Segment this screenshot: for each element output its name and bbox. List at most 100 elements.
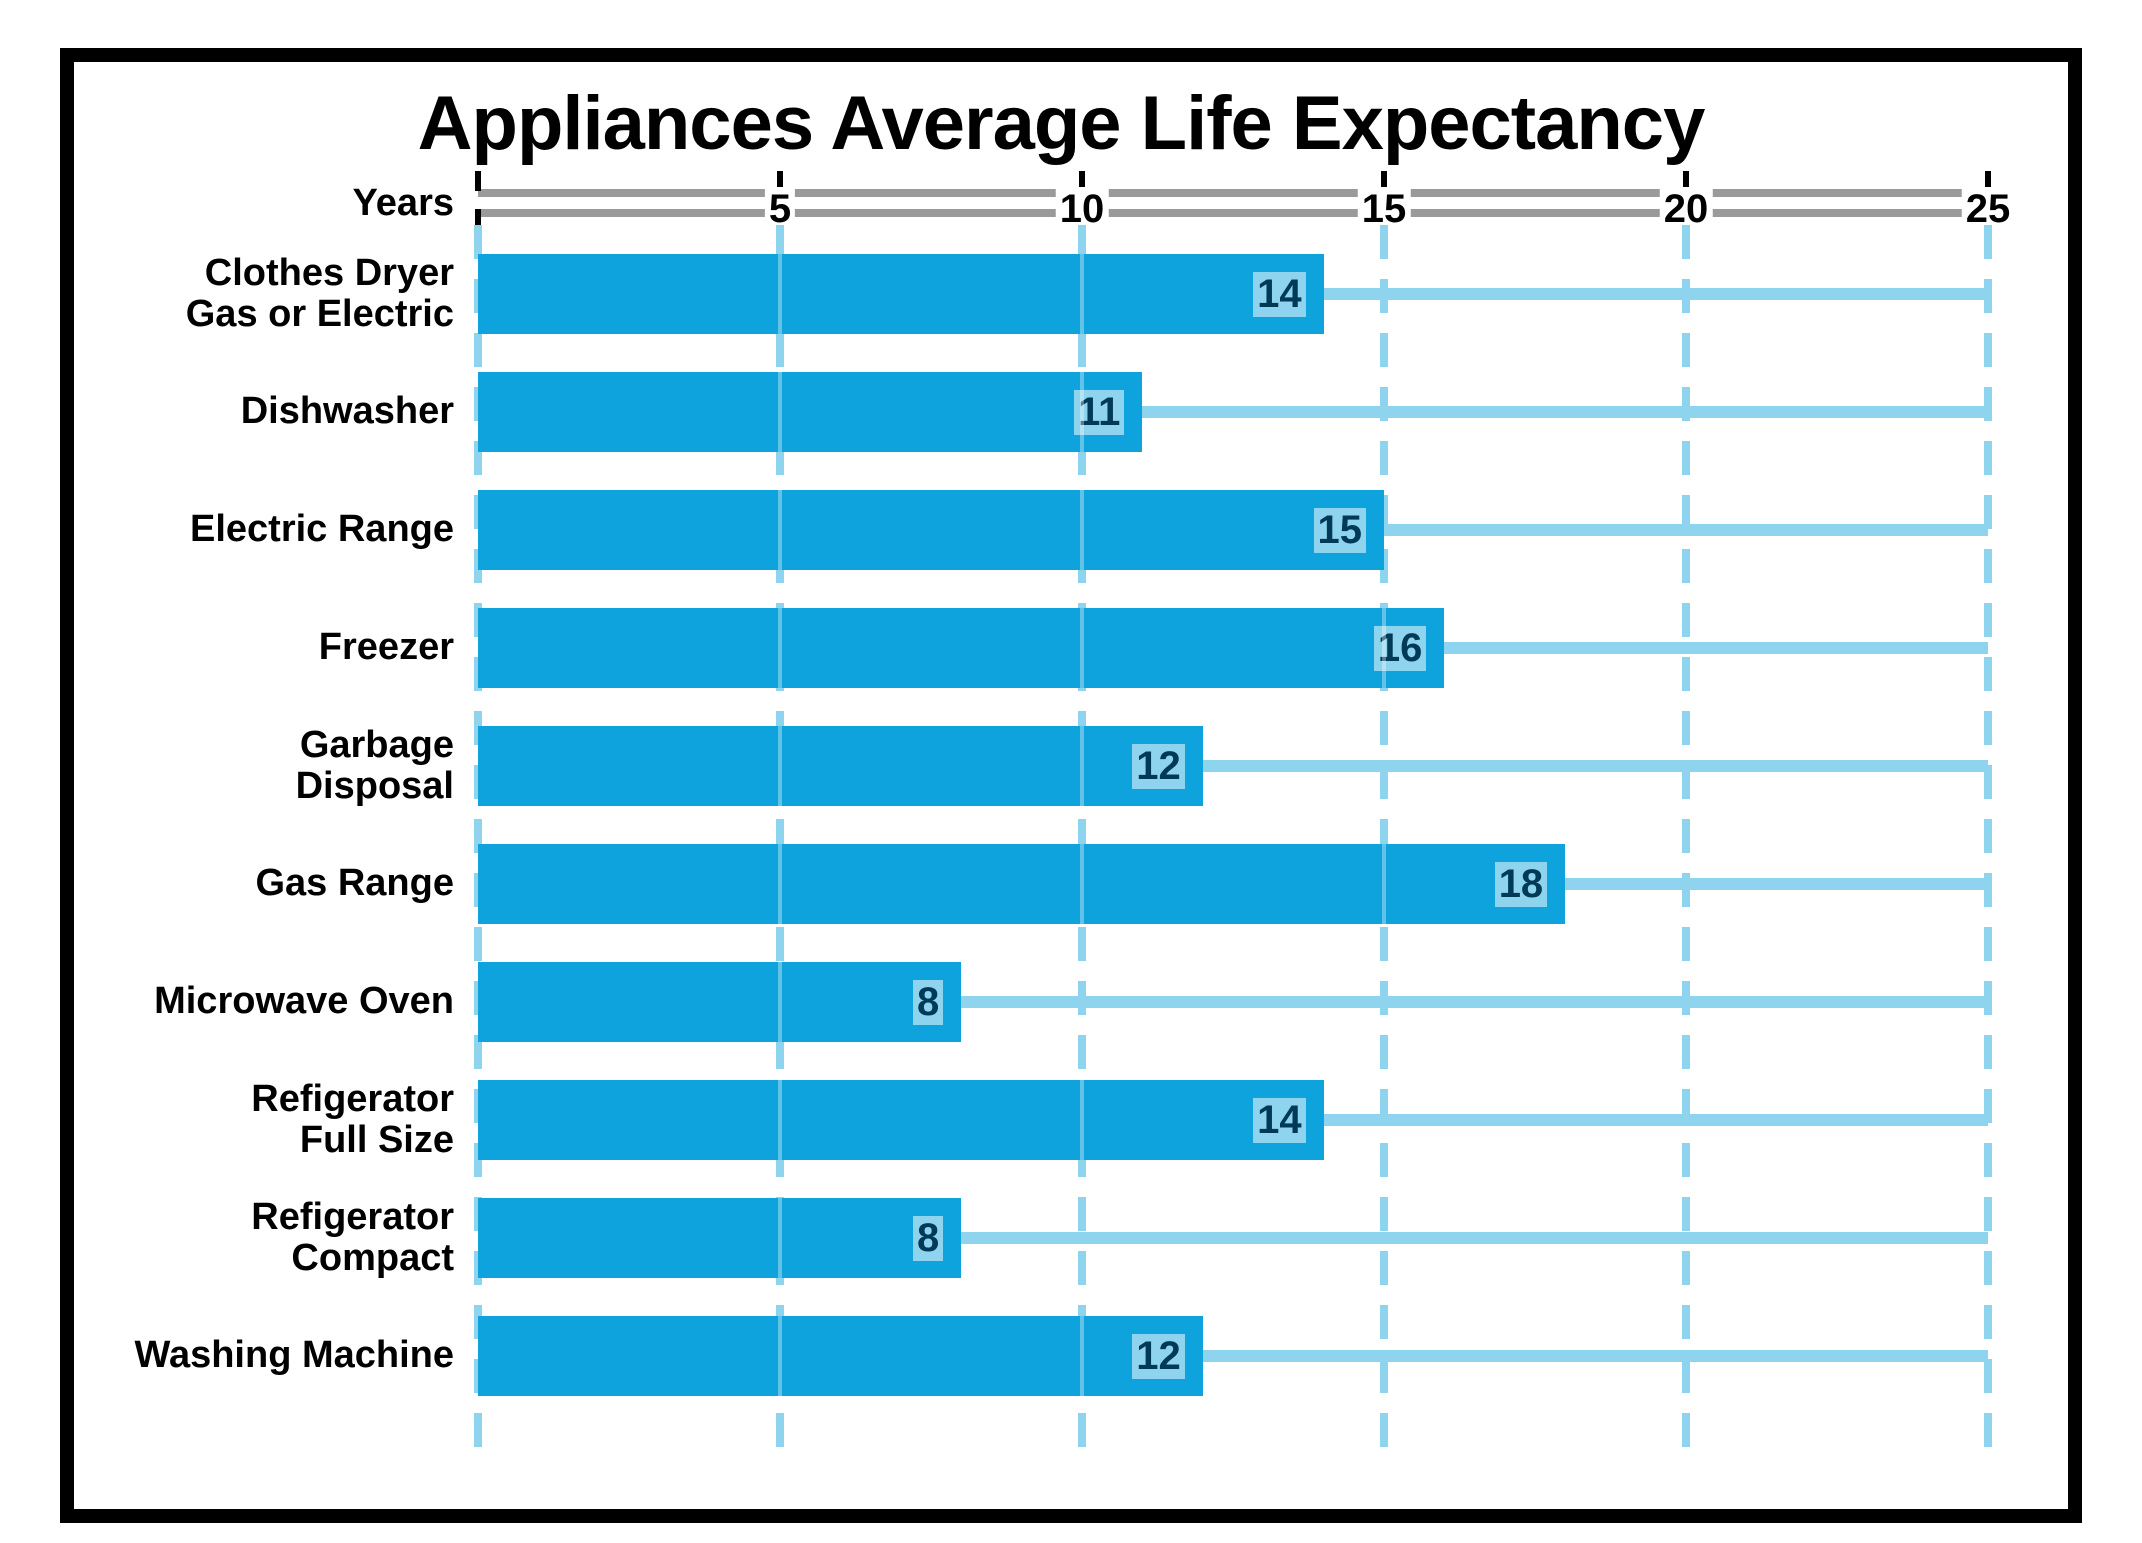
x-tick: 25 bbox=[1985, 171, 1991, 235]
category-label-line1: Garbage Disposal bbox=[296, 724, 454, 807]
bar-value: 14 bbox=[1253, 272, 1306, 317]
category-label-line1: Washing Machine bbox=[134, 1334, 454, 1376]
bar-value: 8 bbox=[913, 980, 943, 1025]
bar-value: 12 bbox=[1132, 1334, 1185, 1379]
category-label: Gas Range bbox=[134, 863, 478, 904]
category-label: Washing Machine bbox=[134, 1335, 478, 1376]
category-label-line1: Gas Range bbox=[255, 862, 454, 904]
bar-inner-gridline bbox=[1382, 844, 1386, 924]
bar: 8 bbox=[478, 1198, 961, 1278]
bar: 15 bbox=[478, 490, 1384, 570]
bar-inner-gridline bbox=[778, 254, 782, 334]
category-label-line1: Microwave Oven bbox=[154, 980, 454, 1022]
tick-label: 5 bbox=[765, 187, 795, 232]
bar-inner-gridline bbox=[778, 1080, 782, 1160]
category-label: RefigeratorCompact bbox=[134, 1197, 478, 1279]
category-label-line1: Dishwasher bbox=[241, 390, 454, 432]
category-label-line2: Compact bbox=[134, 1238, 454, 1279]
bar-cell: 8 bbox=[478, 962, 1988, 1042]
bar-inner-gridline bbox=[778, 726, 782, 806]
bar-cell: 15 bbox=[478, 490, 1988, 570]
bar-row: Washing Machine 12 bbox=[134, 1297, 1988, 1415]
x-axis-label: Years bbox=[134, 182, 478, 225]
bar-inner-gridline bbox=[1080, 1316, 1084, 1396]
category-label: Freezer bbox=[134, 627, 478, 668]
tick-label: 10 bbox=[1056, 187, 1109, 232]
bar-inner-gridline bbox=[1080, 254, 1084, 334]
bar-inner-gridline bbox=[1080, 726, 1084, 806]
bar-inner-gridline bbox=[1080, 608, 1084, 688]
bar: 14 bbox=[478, 254, 1324, 334]
category-label: Dishwasher bbox=[134, 391, 478, 432]
bar-row: Microwave Oven 8 bbox=[134, 943, 1988, 1061]
tick-mark bbox=[475, 171, 481, 191]
bar-inner-gridline bbox=[778, 1198, 782, 1278]
bar-cell: 14 bbox=[478, 1080, 1988, 1160]
tick-label: 15 bbox=[1358, 187, 1411, 232]
x-axis-scale: 5 10 15 20 25 bbox=[478, 171, 1988, 235]
bar-value: 8 bbox=[913, 1216, 943, 1261]
bar-cell: 12 bbox=[478, 726, 1988, 806]
bar-cell: 16 bbox=[478, 608, 1988, 688]
bar-row: Dishwasher 11 bbox=[134, 353, 1988, 471]
category-label-line2: Gas or Electric bbox=[134, 294, 454, 335]
bar-row: Gas Range 18 bbox=[134, 825, 1988, 943]
bar-value: 15 bbox=[1314, 508, 1367, 553]
x-tick: 10 bbox=[1079, 171, 1085, 235]
category-label-line1: Electric Range bbox=[190, 508, 454, 550]
x-tick: 20 bbox=[1683, 171, 1689, 235]
bar-inner-gridline bbox=[1080, 372, 1084, 452]
category-label-line1: Freezer bbox=[319, 626, 454, 668]
bar-inner-gridline bbox=[1080, 1080, 1084, 1160]
category-label-line1: Refigerator bbox=[251, 1196, 454, 1238]
bar-cell: 11 bbox=[478, 372, 1988, 452]
bar-row: RefigeratorCompact 8 bbox=[134, 1179, 1988, 1297]
tick-label: 20 bbox=[1660, 187, 1713, 232]
x-axis: Years 5 10 15 20 25 bbox=[134, 171, 1988, 235]
bar-inner-gridline bbox=[778, 372, 782, 452]
tick-mark bbox=[475, 209, 481, 235]
bar: 11 bbox=[478, 372, 1142, 452]
bar-inner-gridline bbox=[778, 844, 782, 924]
bar: 18 bbox=[478, 844, 1565, 924]
bar-inner-gridline bbox=[1080, 490, 1084, 570]
bar-row: Garbage Disposal 12 bbox=[134, 707, 1988, 825]
x-tick: 15 bbox=[1381, 171, 1387, 235]
bar-cell: 8 bbox=[478, 1198, 1988, 1278]
bar: 8 bbox=[478, 962, 961, 1042]
bar-inner-gridline bbox=[778, 962, 782, 1042]
bar: 12 bbox=[478, 726, 1203, 806]
x-tick: 5 bbox=[777, 171, 783, 235]
bar-row: Clothes DryerGas or Electric 14 bbox=[134, 235, 1988, 353]
category-label-line1: Clothes Dryer bbox=[205, 252, 454, 294]
category-label-line1: Refigerator bbox=[251, 1078, 454, 1120]
bar: 12 bbox=[478, 1316, 1203, 1396]
category-label: Microwave Oven bbox=[134, 981, 478, 1022]
bar-inner-gridline bbox=[778, 1316, 782, 1396]
x-tick bbox=[475, 171, 481, 235]
chart-frame: Appliances Average Life Expectancy Years… bbox=[0, 0, 2142, 1543]
bar-row: Freezer 16 bbox=[134, 589, 1988, 707]
bar-inner-gridline bbox=[1382, 608, 1386, 688]
bar-cell: 14 bbox=[478, 254, 1988, 334]
bar: 16 bbox=[478, 608, 1444, 688]
axis-line bbox=[478, 209, 1988, 217]
axis-line bbox=[478, 189, 1988, 197]
bar-value: 18 bbox=[1495, 862, 1548, 907]
bar-inner-gridline bbox=[1080, 844, 1084, 924]
category-label: RefigeratorFull Size bbox=[134, 1079, 478, 1161]
tick-label: 25 bbox=[1962, 187, 2015, 232]
category-label: Garbage Disposal bbox=[134, 725, 478, 807]
bar-row: RefigeratorFull Size 14 bbox=[134, 1061, 1988, 1179]
bar-row: Electric Range 15 bbox=[134, 471, 1988, 589]
bar-cell: 12 bbox=[478, 1316, 1988, 1396]
chart-title: Appliances Average Life Expectancy bbox=[134, 80, 1988, 167]
bar-value: 12 bbox=[1132, 744, 1185, 789]
bar-value: 14 bbox=[1253, 1098, 1306, 1143]
chart-border: Appliances Average Life Expectancy Years… bbox=[60, 48, 2082, 1523]
category-label: Clothes DryerGas or Electric bbox=[134, 253, 478, 335]
bar-inner-gridline bbox=[778, 490, 782, 570]
category-label-line2: Full Size bbox=[134, 1120, 454, 1161]
bar-cell: 18 bbox=[478, 844, 1988, 924]
chart: Years 5 10 15 20 25 Clothes DryerGas or Elec… bbox=[134, 171, 1988, 1415]
